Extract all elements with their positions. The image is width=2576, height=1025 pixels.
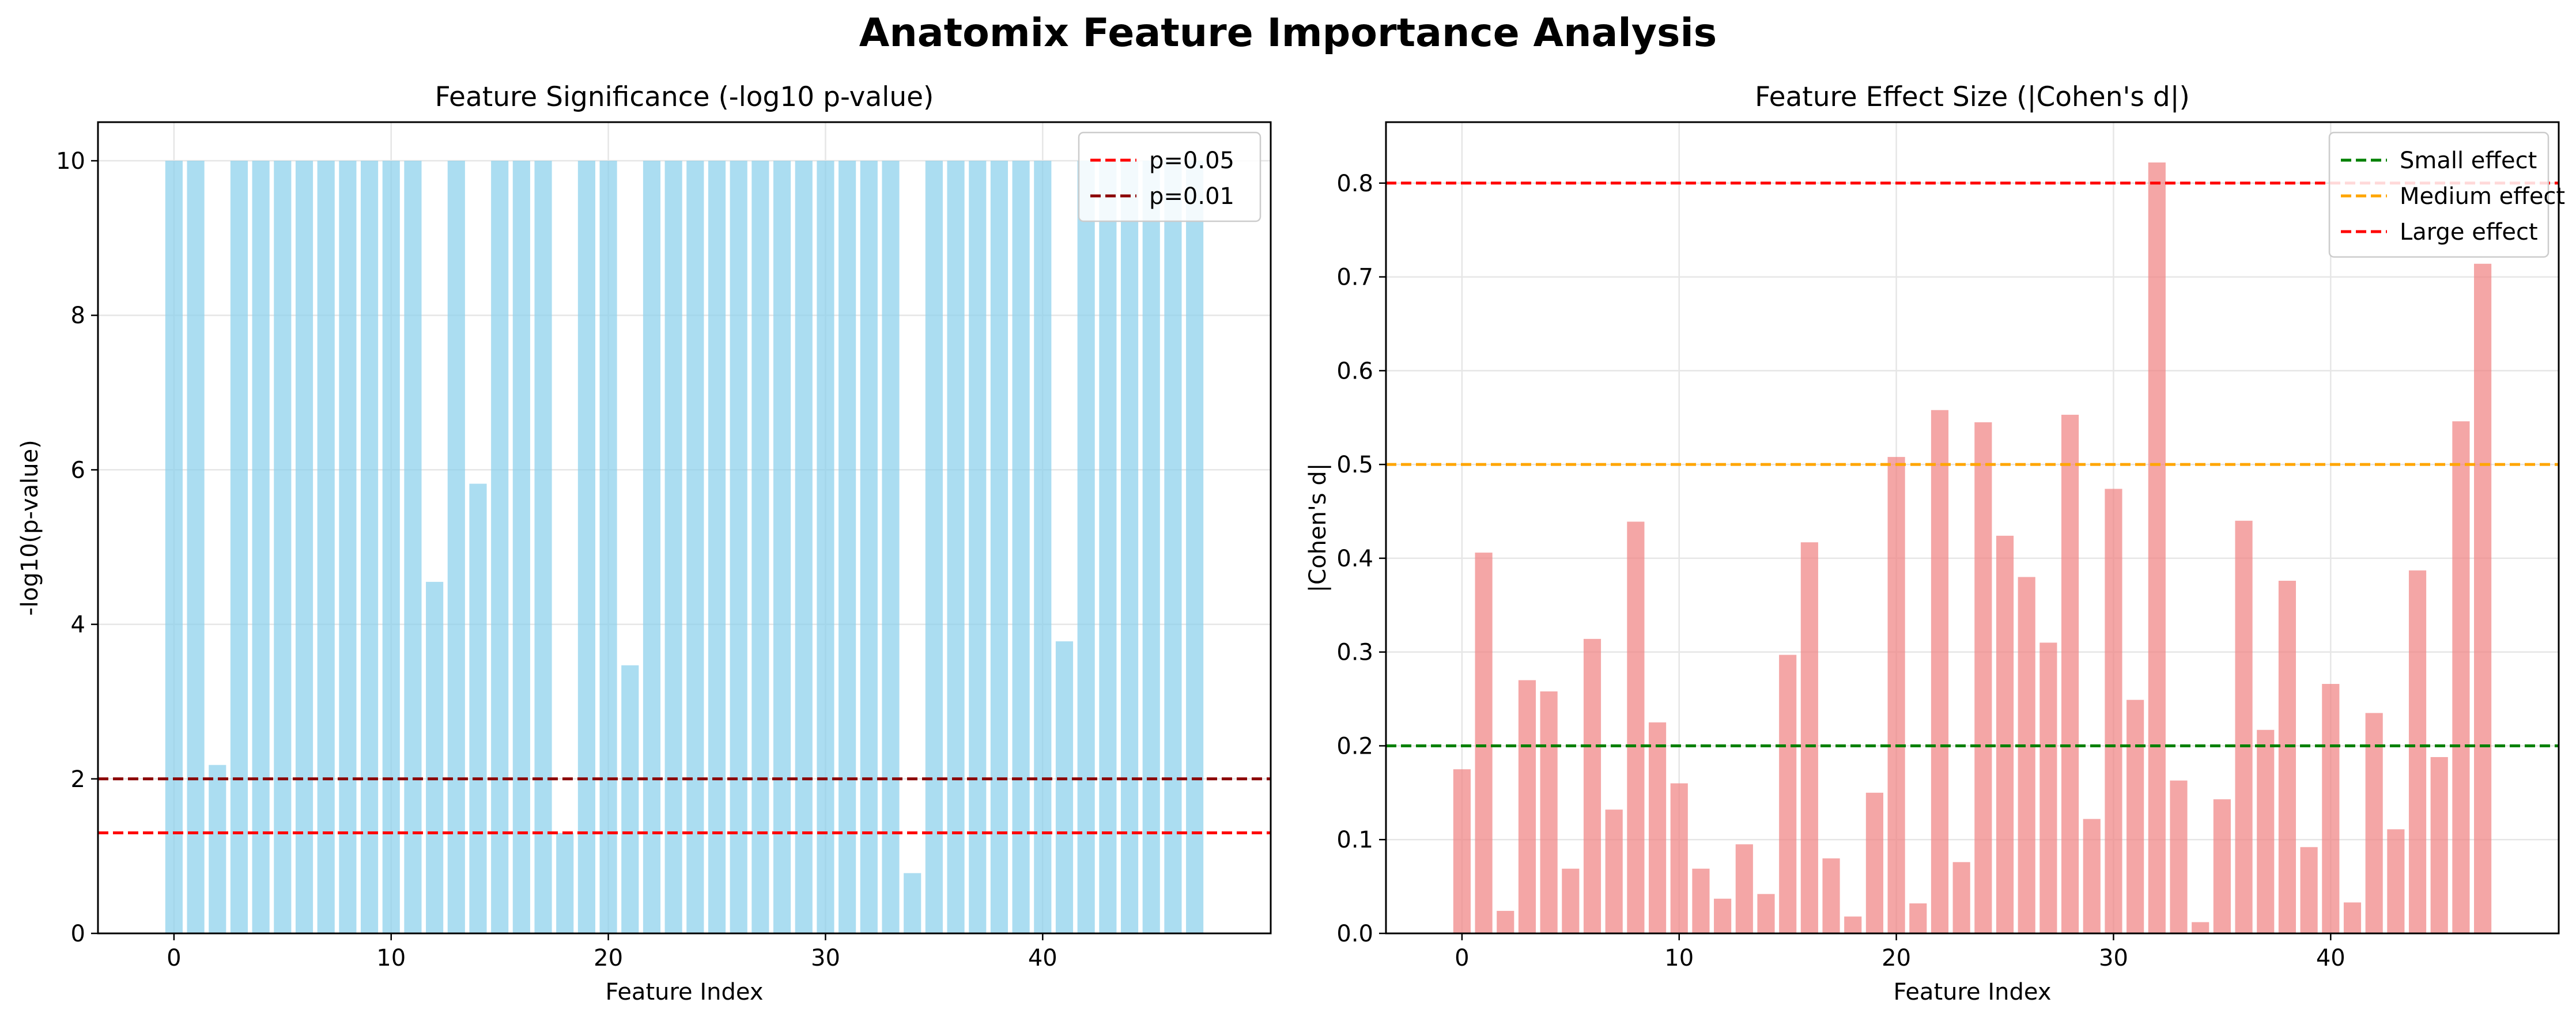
- significance-bar-10: [382, 161, 400, 933]
- significance-ytick-label: 2: [71, 766, 85, 793]
- significance-bar-30: [817, 161, 834, 933]
- significance-bar-31: [838, 161, 856, 933]
- significance-xtick-label: 10: [376, 945, 406, 971]
- significance-bar-34: [904, 873, 921, 933]
- significance-bar-36: [947, 161, 965, 933]
- significance-xtick-label: 20: [594, 945, 623, 971]
- significance-bar-6: [295, 161, 313, 933]
- significance-title: Feature Significance (-log10 p-value): [435, 81, 934, 113]
- significance-ytick-label: 10: [56, 148, 85, 175]
- significance-bar-46: [1164, 161, 1182, 933]
- significance-bar-25: [708, 161, 726, 933]
- significance-bar-12: [426, 581, 444, 933]
- significance-bar-11: [404, 161, 422, 933]
- significance-xtick-label: 40: [1028, 945, 1057, 971]
- significance-bar-41: [1055, 641, 1074, 933]
- significance-ylabel: -log10(p-value): [17, 440, 43, 616]
- significance-bar-44: [1120, 161, 1139, 933]
- significance-bar-5: [274, 161, 292, 933]
- significance-bar-43: [1099, 161, 1117, 933]
- significance-bar-21: [621, 665, 639, 933]
- significance-bar-18: [556, 833, 574, 933]
- significance-bar-3: [230, 161, 248, 933]
- significance-ytick-label: 0: [71, 921, 85, 947]
- significance-bar-7: [317, 161, 335, 933]
- significance-legend-label-0: p=0.05: [1149, 147, 1234, 174]
- significance-bar-8: [339, 161, 357, 933]
- significance-bar-17: [534, 161, 552, 933]
- significance-legend-label-1: p=0.01: [1149, 183, 1234, 210]
- significance-bar-20: [599, 161, 617, 933]
- significance-bar-24: [686, 161, 704, 933]
- significance-bar-26: [730, 161, 747, 933]
- significance-bar-32: [860, 161, 878, 933]
- significance-bar-39: [1012, 161, 1030, 933]
- significance-bar-4: [252, 161, 270, 933]
- significance-bar-37: [969, 161, 987, 933]
- significance-ytick-label: 8: [71, 302, 85, 329]
- significance-bar-0: [165, 161, 183, 933]
- significance-bar-28: [773, 161, 791, 933]
- significance-xtick-label: 30: [811, 945, 840, 971]
- significance-ytick-label: 6: [71, 457, 85, 483]
- significance-bar-19: [577, 161, 595, 933]
- significance-bar-33: [882, 161, 900, 933]
- significance-bar-22: [643, 161, 661, 933]
- significance-bar-2: [209, 765, 226, 933]
- significance-bar-1: [187, 161, 205, 933]
- significance-bar-27: [751, 161, 769, 933]
- significance-ytick-label: 4: [71, 612, 85, 638]
- significance-bar-13: [447, 161, 465, 933]
- significance-bar-42: [1077, 161, 1095, 933]
- significance-bar-9: [360, 161, 379, 933]
- significance-xlabel: Feature Index: [606, 979, 764, 1005]
- significance-bar-14: [469, 483, 487, 933]
- significance-bar-23: [664, 161, 682, 933]
- significance-axes-frame: [97, 121, 1272, 935]
- significance-legend: [1078, 131, 1261, 222]
- significance-bar-16: [512, 161, 530, 933]
- significance-bar-29: [795, 161, 813, 933]
- significance-bar-15: [491, 161, 509, 933]
- significance-bar-47: [1186, 161, 1204, 933]
- significance-xtick-label: 0: [167, 945, 181, 971]
- significance-bar-40: [1034, 161, 1052, 933]
- figure-title: Anatomix Feature Importance Analysis: [859, 10, 1717, 56]
- significance-bar-45: [1142, 161, 1160, 933]
- significance-bar-38: [990, 161, 1009, 933]
- significance-bar-35: [925, 161, 943, 933]
